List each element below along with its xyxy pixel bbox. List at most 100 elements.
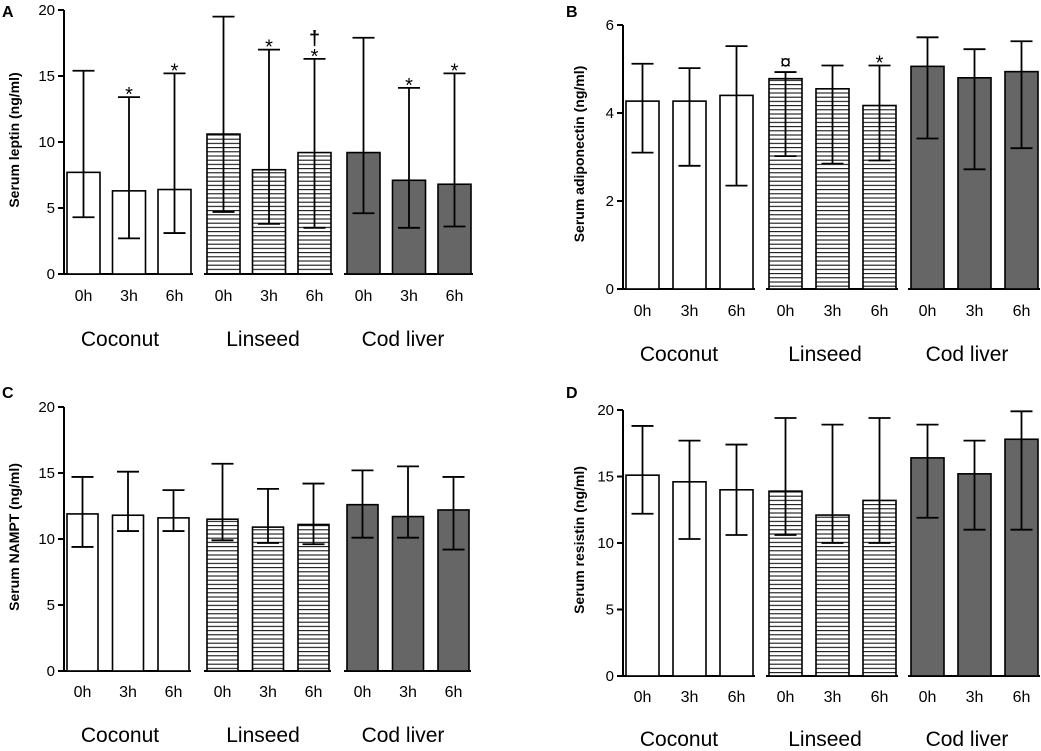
x-tick-label: 3h	[681, 303, 699, 320]
x-tick-label: 6h	[166, 288, 184, 305]
x-tick-label: 3h	[259, 684, 277, 701]
panel-b: B Serum adiponectin (ng/ml) 0 2 4 6 0h 3h 6h Co…	[566, 4, 1040, 366]
x-tick-label: 3h	[824, 303, 842, 320]
x-tick-label: 0h	[634, 689, 652, 706]
chart-marks	[625, 410, 1039, 677]
panel-letter: C	[2, 385, 14, 402]
y-tick-label: 20	[38, 2, 55, 19]
x-tick-label: 6h	[305, 684, 323, 701]
group-label: Linseed	[788, 728, 862, 751]
y-tick-label: 0	[606, 281, 614, 298]
y-tick-label: 20	[38, 399, 55, 416]
bar	[672, 100, 707, 290]
panel-a: A Serum leptin (ng/ml) 0 5 10 15 20 0h 3h 6h Coc…	[2, 2, 473, 351]
y-tick-label: 10	[38, 134, 55, 151]
x-tick-label: 3h	[120, 288, 138, 305]
y-tick-label: 15	[38, 465, 55, 482]
chart-marks	[66, 462, 470, 672]
group-label: Coconut	[640, 728, 718, 751]
x-tick-label: 0h	[215, 288, 233, 305]
bar	[768, 490, 803, 677]
significance-marker: *	[125, 84, 133, 106]
x-tick-label: 0h	[634, 303, 652, 320]
panel-d: D Serum resistin (ng/ml) 0 5 10 15 20 0h 3h 6h C…	[566, 385, 1040, 751]
y-axis-label: Serum NAMPT (ng/ml)	[6, 463, 22, 611]
group-label: Linseed	[226, 724, 300, 747]
x-tick-label: 6h	[728, 303, 746, 320]
y-tick-label: 5	[47, 597, 55, 614]
group-label: Linseed	[226, 328, 300, 351]
y-tick-label: 5	[47, 200, 55, 217]
group-label: Coconut	[640, 343, 718, 366]
x-tick-label: 6h	[446, 288, 464, 305]
group-label: Coconut	[81, 328, 159, 351]
y-tick-label: 0	[47, 663, 55, 680]
significance-marker: *	[311, 46, 319, 68]
x-tick-label: 6h	[306, 288, 324, 305]
significance-marker: *	[876, 52, 884, 74]
x-tick-label: 3h	[824, 689, 842, 706]
x-tick-label: 0h	[75, 288, 93, 305]
significance-marker: *	[171, 60, 179, 82]
panel-c: C Serum NAMPT (ng/ml) 0 5 10 15 20 0h 3h 6h Coco…	[2, 385, 471, 747]
panel-letter: A	[2, 4, 14, 21]
x-tick-label: 0h	[354, 684, 372, 701]
group-label: Linseed	[788, 343, 862, 366]
x-tick-label: 6h	[445, 684, 463, 701]
y-tick-label: 10	[597, 535, 614, 552]
bar	[157, 517, 190, 672]
y-tick-label: 15	[597, 469, 614, 486]
bar	[66, 171, 101, 275]
x-tick-label: 6h	[1013, 303, 1031, 320]
group-label: Coconut	[81, 724, 159, 747]
bar	[111, 514, 145, 672]
group-label: Cod liver	[362, 328, 445, 351]
y-tick-label: 5	[606, 602, 614, 619]
y-tick-label: 10	[38, 531, 55, 548]
y-axis-label: Serum resistin (ng/ml)	[571, 466, 587, 614]
significance-marker: *	[405, 75, 413, 97]
x-tick-label: 6h	[871, 689, 889, 706]
y-tick-label: 2	[606, 193, 614, 210]
y-tick-label: 6	[606, 17, 614, 34]
x-tick-label: 0h	[919, 303, 937, 320]
x-tick-label: 0h	[355, 288, 373, 305]
y-axis-label: Serum leptin (ng/ml)	[6, 72, 22, 207]
x-tick-label: 0h	[919, 689, 937, 706]
bar	[957, 77, 992, 290]
bar	[251, 526, 285, 672]
significance-marker: ¤	[780, 52, 791, 74]
axes: 0 5 10 15 20 0h 3h 6h Coconut 0h 3h 6h Linseed 0h 3h 6h…	[38, 2, 473, 351]
x-tick-label: 6h	[728, 689, 746, 706]
x-tick-label: 0h	[777, 303, 795, 320]
x-tick-label: 3h	[966, 689, 984, 706]
x-tick-label: 0h	[74, 684, 92, 701]
x-tick-label: 6h	[871, 303, 889, 320]
x-tick-label: 3h	[400, 288, 418, 305]
y-axis-label: Serum adiponectin (ng/ml)	[571, 66, 587, 243]
x-tick-label: 6h	[1013, 689, 1031, 706]
y-tick-label: 15	[38, 68, 55, 85]
x-tick-label: 0h	[777, 689, 795, 706]
group-label: Cod liver	[926, 728, 1009, 751]
significance-marker: *	[451, 60, 459, 82]
bar	[391, 515, 425, 672]
bar	[206, 518, 239, 672]
y-tick-label: 0	[606, 668, 614, 685]
bar	[297, 523, 330, 672]
y-tick-label: 0	[47, 266, 55, 283]
x-tick-label: 3h	[681, 689, 699, 706]
x-tick-label: 3h	[119, 684, 137, 701]
x-tick-label: 6h	[165, 684, 183, 701]
panel-letter: D	[566, 385, 578, 402]
chart-marks: *** *†**	[66, 15, 472, 275]
y-tick-label: 4	[606, 105, 614, 122]
group-label: Cod liver	[926, 343, 1009, 366]
group-label: Cod liver	[362, 724, 445, 747]
panel-letter: B	[566, 4, 578, 21]
significance-marker: †	[309, 28, 320, 50]
x-tick-label: 3h	[260, 288, 278, 305]
significance-marker: *	[265, 37, 273, 59]
x-tick-label: 3h	[966, 303, 984, 320]
